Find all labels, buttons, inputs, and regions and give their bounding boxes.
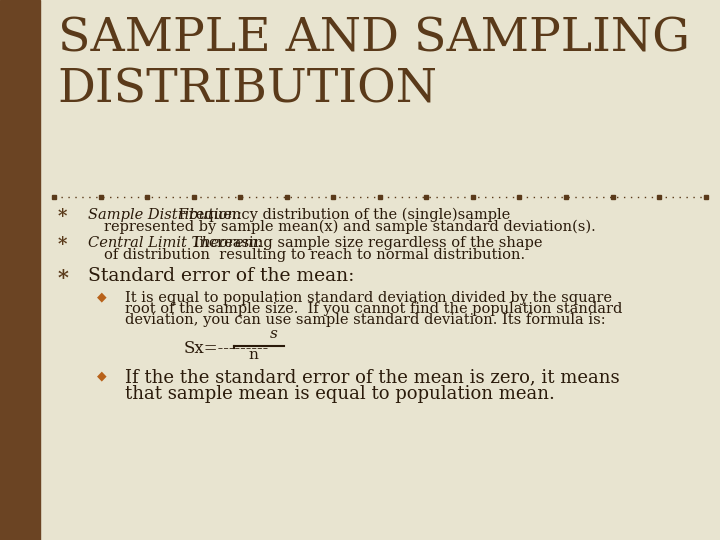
Text: Standard error of the mean:: Standard error of the mean: xyxy=(88,267,354,285)
Text: that sample mean is equal to population mean.: that sample mean is equal to population … xyxy=(125,385,554,403)
Text: Central Limit Theorem:: Central Limit Theorem: xyxy=(88,236,262,250)
Text: Increasing sample size regardless of the shape: Increasing sample size regardless of the… xyxy=(189,236,542,250)
Text: Sx=---------: Sx=--------- xyxy=(184,340,269,357)
Text: s: s xyxy=(270,327,278,341)
Text: It is equal to population standard deviation divided by the square: It is equal to population standard devia… xyxy=(125,291,611,305)
Text: Sample Distribution:: Sample Distribution: xyxy=(88,208,241,222)
Text: ◆: ◆ xyxy=(97,291,107,303)
Text: root of the sample size.  If you cannot find the population standard: root of the sample size. If you cannot f… xyxy=(125,302,622,316)
Text: *: * xyxy=(58,208,67,226)
Text: SAMPLE AND SAMPLING
DISTRIBUTION: SAMPLE AND SAMPLING DISTRIBUTION xyxy=(58,16,690,112)
Text: *: * xyxy=(58,236,67,254)
Text: ◆: ◆ xyxy=(97,370,107,383)
Text: If the the standard error of the mean is zero, it means: If the the standard error of the mean is… xyxy=(125,368,619,386)
Text: *: * xyxy=(58,268,68,288)
Text: deviation, you can use sample standard deviation. Its formula is:: deviation, you can use sample standard d… xyxy=(125,313,606,327)
Text: represented by sample mean(x) and sample standard deviation(s).: represented by sample mean(x) and sample… xyxy=(104,220,595,234)
Text: Frequency distribution of the (single)sample: Frequency distribution of the (single)sa… xyxy=(174,208,510,222)
Text: n: n xyxy=(248,348,258,362)
Text: of distribution  resulting to reach to normal distribution.: of distribution resulting to reach to no… xyxy=(104,248,525,262)
